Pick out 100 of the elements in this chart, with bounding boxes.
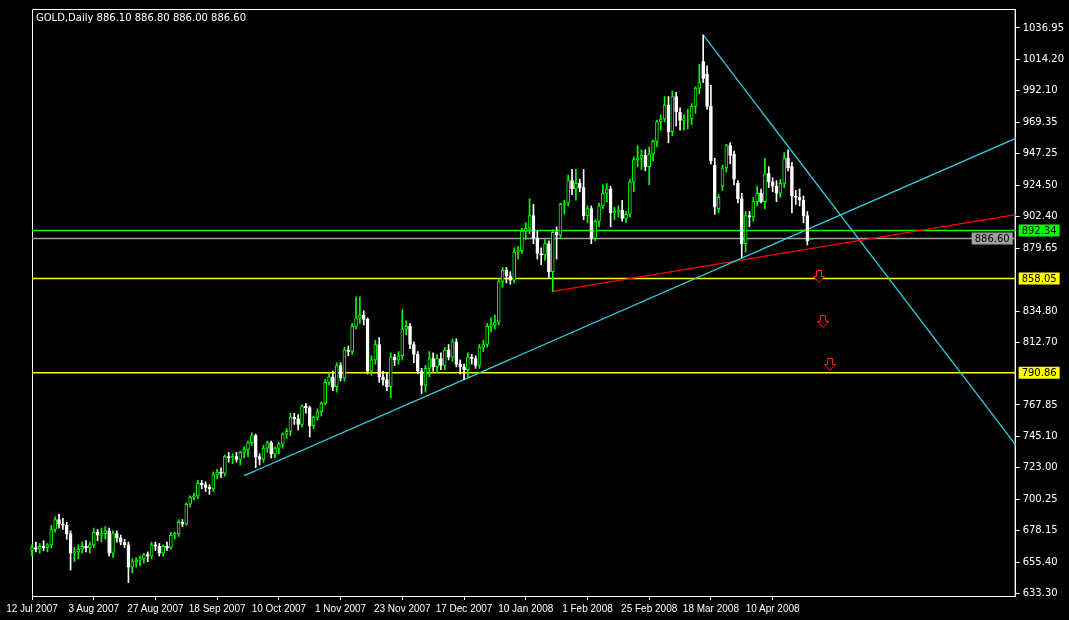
x-tick-label: 27 Aug 2007 bbox=[127, 602, 184, 614]
candlestick bbox=[219, 467, 223, 478]
candlestick bbox=[296, 414, 300, 431]
candlestick bbox=[246, 440, 250, 457]
candlestick bbox=[300, 404, 304, 428]
candlestick bbox=[115, 530, 119, 543]
candlestick bbox=[435, 354, 439, 373]
y-tick-label: 767.85 bbox=[1022, 398, 1058, 410]
ref-line-label: 790.86 bbox=[1021, 366, 1057, 378]
candlestick bbox=[250, 432, 254, 446]
candlestick bbox=[686, 108, 689, 130]
candlestick bbox=[203, 481, 208, 492]
y-tick-label: 924.50 bbox=[1022, 179, 1058, 191]
y-tick-label: 947.25 bbox=[1022, 147, 1058, 159]
y-tick-label: 969.35 bbox=[1022, 116, 1058, 128]
candlestick bbox=[712, 157, 717, 215]
candlestick bbox=[400, 309, 405, 361]
y-tick-label: 723.00 bbox=[1022, 461, 1058, 473]
candlestick bbox=[253, 433, 258, 469]
candlestick bbox=[616, 205, 621, 218]
x-tick-label: 17 Dec 2007 bbox=[435, 602, 493, 614]
candlestick bbox=[705, 65, 709, 110]
x-tick-label: 3 Aug 2007 bbox=[68, 602, 120, 614]
candlestick bbox=[350, 323, 354, 355]
candlestick bbox=[639, 149, 644, 170]
candlestick bbox=[269, 440, 273, 459]
candlestick bbox=[547, 240, 551, 280]
y-tick-label: 700.25 bbox=[1022, 493, 1058, 505]
candlestick bbox=[797, 188, 802, 207]
candlestick bbox=[196, 480, 200, 499]
candlestick bbox=[388, 352, 393, 399]
candlestick bbox=[462, 363, 466, 380]
candlestick bbox=[30, 544, 34, 557]
y-tick-label: 655.40 bbox=[1022, 556, 1058, 568]
candlestick bbox=[138, 555, 142, 567]
ref-line-label: 886.60 bbox=[974, 232, 1010, 244]
candlestick bbox=[763, 157, 767, 209]
candlestick bbox=[242, 446, 246, 459]
x-tick-label: 25 Feb 2008 bbox=[621, 602, 678, 614]
x-tick-label: 10 Apr 2008 bbox=[745, 602, 801, 614]
candlestick bbox=[358, 296, 362, 324]
candlestick bbox=[512, 247, 517, 284]
candlestick bbox=[431, 352, 435, 372]
candlestick bbox=[334, 362, 339, 393]
candlestick bbox=[554, 226, 559, 260]
candlestick bbox=[786, 149, 790, 172]
candlestick bbox=[37, 543, 42, 554]
candlestick bbox=[408, 323, 412, 350]
candlestick bbox=[674, 92, 679, 127]
candlestick bbox=[61, 517, 65, 530]
x-tick-label: 23 Nov 2007 bbox=[373, 602, 432, 614]
candlestick bbox=[354, 296, 358, 330]
y-tick-label: 879.65 bbox=[1022, 241, 1058, 253]
y-tick-label: 633.30 bbox=[1022, 587, 1058, 599]
candlestick bbox=[574, 169, 578, 201]
candlestick bbox=[226, 452, 231, 463]
candlestick bbox=[790, 162, 794, 214]
candlestick bbox=[624, 211, 628, 223]
ref-line-label: 892.34 bbox=[1021, 224, 1057, 236]
candlestick bbox=[72, 547, 77, 563]
y-tick-label: 678.15 bbox=[1022, 524, 1058, 536]
candlestick bbox=[192, 492, 196, 501]
candlestick bbox=[103, 526, 108, 540]
candlestick bbox=[157, 543, 162, 557]
y-tick-label: 1014.20 bbox=[1022, 53, 1065, 65]
ref-line-label: 858.05 bbox=[1021, 272, 1057, 284]
x-tick-label: 10 Jan 2008 bbox=[498, 602, 554, 614]
candlestick bbox=[601, 184, 605, 209]
candlestick bbox=[655, 120, 659, 148]
y-tick-label: 812.70 bbox=[1022, 335, 1058, 347]
candlestick bbox=[442, 347, 447, 371]
x-tick-label: 10 Oct 2007 bbox=[251, 602, 307, 614]
candlestick bbox=[99, 527, 104, 543]
candlestick bbox=[234, 452, 239, 463]
candlestick bbox=[169, 531, 173, 550]
candlestick bbox=[747, 211, 752, 228]
candlestick bbox=[331, 370, 335, 392]
x-tick-label: 18 Mar 2008 bbox=[682, 602, 740, 614]
candlestick bbox=[142, 552, 146, 564]
candlestick bbox=[732, 150, 736, 186]
candlestick bbox=[377, 337, 381, 383]
x-tick-label: 1 Feb 2008 bbox=[562, 602, 614, 614]
chart-title: GOLD,Daily 886.10 886.80 886.00 886.60 bbox=[36, 11, 247, 23]
candlestick bbox=[111, 530, 115, 558]
y-tick-label: 1036.95 bbox=[1022, 21, 1065, 33]
candlestick bbox=[76, 544, 81, 560]
x-tick-label: 1 Nov 2007 bbox=[315, 602, 367, 614]
y-tick-label: 834.80 bbox=[1022, 304, 1058, 316]
candlestick bbox=[211, 471, 216, 492]
y-tick-label: 902.40 bbox=[1022, 210, 1058, 222]
candlestick bbox=[34, 541, 38, 553]
candlestick bbox=[759, 188, 763, 204]
x-tick-label: 18 Sep 2007 bbox=[188, 602, 246, 614]
candlestick bbox=[223, 454, 227, 477]
candlestick bbox=[709, 85, 713, 165]
candlestick bbox=[238, 450, 243, 466]
x-tick-label: 12 Jul 2007 bbox=[6, 602, 59, 614]
candlestick bbox=[57, 513, 61, 529]
candlestick bbox=[682, 114, 686, 131]
candlestick bbox=[570, 169, 574, 195]
